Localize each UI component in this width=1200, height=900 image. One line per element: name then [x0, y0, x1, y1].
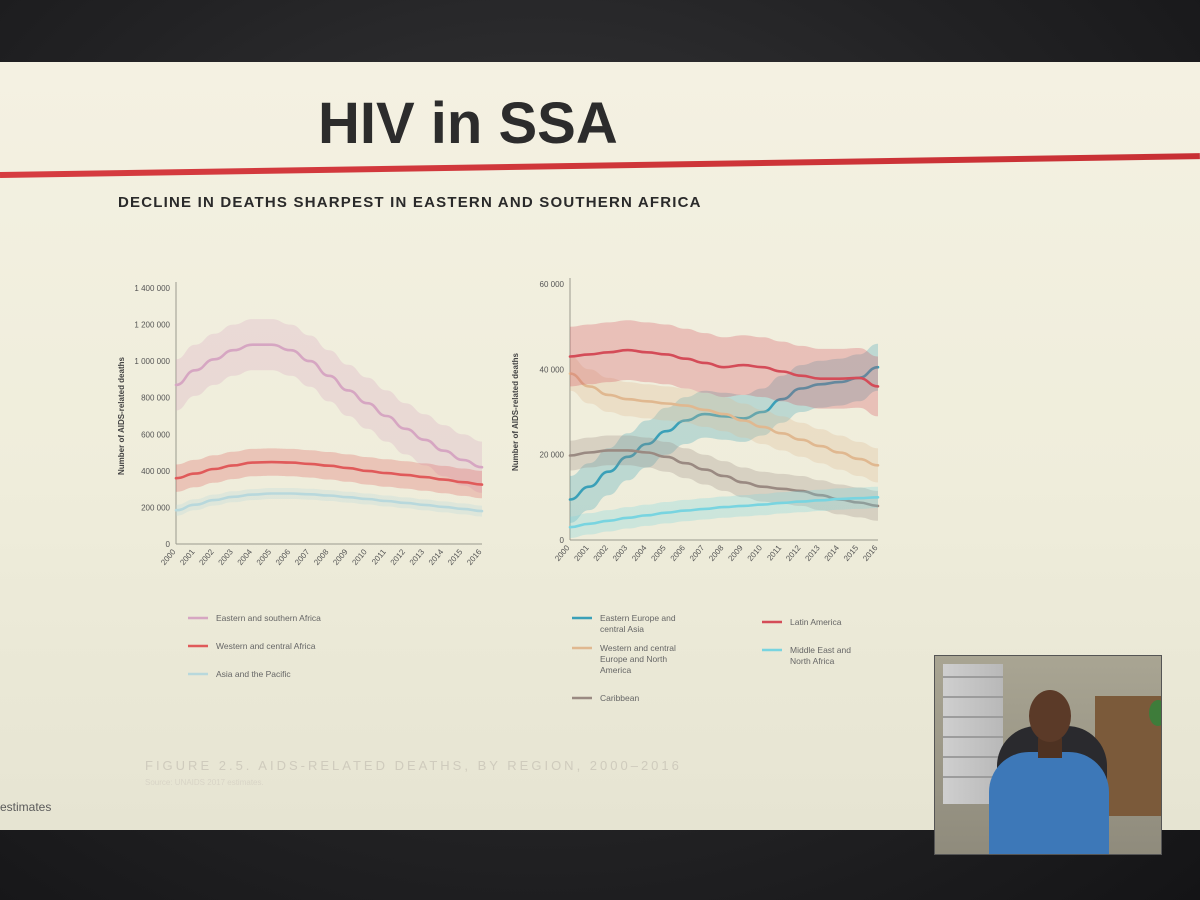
y-tick-label: 60 000	[540, 280, 565, 289]
presenter-neck	[1038, 738, 1062, 758]
x-tick-label: 2012	[389, 547, 408, 567]
series-line	[174, 343, 484, 469]
legend-label: Eastern and southern Africa	[216, 613, 321, 623]
presenter-body	[989, 752, 1109, 854]
x-tick-label: 2002	[197, 547, 216, 567]
legend-label: central Asia	[600, 624, 644, 634]
blind-slat	[943, 776, 1003, 778]
series-line	[568, 372, 880, 467]
legend-label: North Africa	[790, 656, 835, 666]
blind-slat	[943, 756, 1003, 758]
x-tick-label: 2016	[465, 547, 484, 567]
blind-slat	[943, 676, 1003, 678]
legend-label: Middle East and	[790, 645, 851, 655]
plant	[1149, 700, 1161, 726]
y-tick-label: 1 400 000	[134, 284, 170, 293]
x-tick-label: 2004	[630, 543, 649, 563]
x-tick-label: 2007	[293, 547, 312, 567]
figure-caption: FIGURE 2.5. AIDS-RELATED DEATHS, BY REGI…	[145, 758, 682, 773]
footer-text: estimates	[0, 800, 52, 814]
x-tick-label: 2011	[765, 543, 783, 562]
y-axis-title: Number of AIDS-related deaths	[511, 352, 520, 470]
y-tick-label: 1 000 000	[134, 357, 170, 366]
presentation-slide: HIV in SSA DECLINE IN DEATHS SHARPEST IN…	[0, 62, 1200, 830]
x-tick-label: 2014	[823, 543, 842, 563]
x-tick-label: 2011	[370, 547, 388, 566]
y-tick-label: 800 000	[141, 394, 170, 403]
x-tick-label: 2006	[669, 543, 688, 563]
blind-slat	[943, 736, 1003, 738]
x-tick-label: 2015	[842, 543, 861, 563]
x-tick-label: 2013	[803, 543, 822, 563]
x-tick-label: 2009	[331, 547, 350, 567]
x-tick-label: 2001	[178, 547, 197, 567]
y-tick-label: 1 200 000	[134, 321, 170, 330]
confidence-band	[176, 448, 482, 499]
y-tick-label: 0	[560, 536, 565, 545]
blind-slat	[943, 696, 1003, 698]
x-tick-label: 2002	[592, 543, 611, 563]
x-tick-label: 2016	[861, 543, 880, 563]
series-line	[568, 348, 880, 388]
confidence-band	[570, 356, 878, 483]
y-tick-label: 200 000	[141, 503, 170, 512]
x-tick-label: 2004	[236, 547, 255, 567]
x-tick-label: 2008	[312, 547, 331, 567]
series-line	[174, 492, 484, 513]
legend-label: Latin America	[790, 617, 842, 627]
legend-label: Western and central	[600, 643, 676, 653]
series-line	[174, 460, 484, 486]
x-tick-label: 2000	[553, 543, 572, 563]
x-tick-label: 2010	[746, 543, 765, 563]
x-tick-label: 2009	[726, 543, 745, 563]
x-tick-label: 2008	[707, 543, 726, 563]
blind-slat	[943, 716, 1003, 718]
confidence-band	[176, 319, 482, 493]
legend-label: Caribbean	[600, 693, 639, 703]
legend-label: Asia and the Pacific	[216, 669, 291, 679]
confidence-band	[570, 435, 878, 521]
legend-label: Europe and North	[600, 654, 667, 664]
y-tick-label: 400 000	[141, 467, 170, 476]
y-tick-label: 600 000	[141, 430, 170, 439]
series-line	[568, 496, 880, 529]
x-tick-label: 2012	[784, 543, 803, 563]
y-tick-label: 20 000	[540, 451, 565, 460]
x-tick-label: 2007	[688, 543, 707, 563]
legend-label: Western and central Africa	[216, 641, 316, 651]
series-line	[568, 449, 880, 508]
x-tick-label: 2013	[408, 547, 427, 567]
legend-label: America	[600, 665, 631, 675]
x-tick-label: 2000	[159, 547, 178, 567]
slide-title: HIV in SSA	[318, 91, 618, 156]
x-tick-label: 2010	[350, 547, 369, 567]
x-tick-label: 2006	[274, 547, 293, 567]
chart-left: 0 200 000 400 000 600 000 800 000 1 000 000 1 …	[117, 282, 484, 679]
figure-source: Source: UNAIDS 2017 estimates.	[145, 778, 264, 787]
x-tick-label: 2014	[427, 547, 446, 567]
y-tick-label: 40 000	[540, 365, 565, 374]
x-tick-label: 2003	[611, 543, 630, 563]
presenter-head	[1029, 690, 1071, 742]
x-tick-label: 2001	[572, 543, 591, 563]
x-tick-label: 2005	[649, 543, 668, 563]
y-tick-label: 0	[166, 540, 171, 549]
webcam-video-thumbnail[interactable]	[934, 655, 1162, 855]
legend-label: Eastern Europe and	[600, 613, 676, 623]
charts-canvas: 0 200 000 400 000 600 000 800 000 1 000 000 1 …	[117, 278, 880, 703]
figure-heading: DECLINE IN DEATHS SHARPEST IN EASTERN AN…	[118, 194, 702, 211]
series-line	[568, 365, 880, 501]
x-tick-label: 2005	[255, 547, 274, 567]
confidence-band	[570, 486, 878, 538]
x-tick-label: 2015	[446, 547, 465, 567]
y-axis-title: Number of AIDS-related deaths	[117, 356, 126, 474]
x-tick-label: 2003	[217, 547, 236, 567]
